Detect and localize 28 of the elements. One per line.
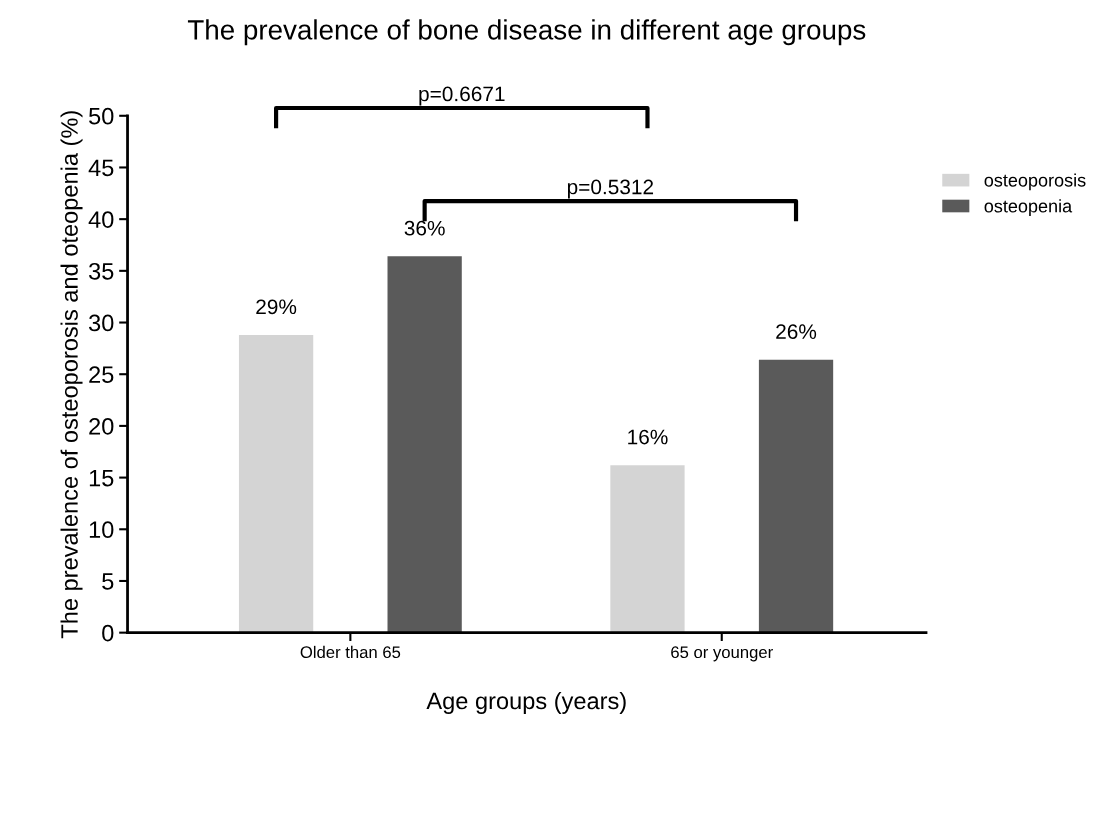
text: p=0.6671	[419, 86, 505, 106]
bar	[238, 334, 314, 633]
bar	[758, 359, 834, 633]
data-label: 36%	[404, 220, 445, 236]
y-axis-title: The prevalence of osteoporosis and oteopenia (%)	[60, 111, 83, 639]
data-label: 29%	[256, 299, 297, 315]
y-tick-label: 10	[89, 521, 114, 539]
bar	[610, 465, 685, 633]
legend-label: osteopenia	[984, 199, 1073, 217]
bar	[387, 256, 462, 633]
y-tick-label: 45	[88, 159, 114, 177]
y-tick-label: 35	[88, 262, 114, 280]
annotation: p=0.5312	[567, 179, 654, 199]
y-tick-label: 25	[89, 366, 114, 384]
y-tick-label: 15	[89, 469, 114, 487]
x-axis-title: Age groups (years)	[426, 691, 626, 714]
x-tick-label: Older than 65	[300, 645, 401, 659]
y-tick-label: 30	[88, 314, 114, 332]
y-tick-label: 40	[88, 211, 114, 228]
x-tick-label: 65 or younger	[671, 646, 773, 662]
data-label: 16%	[628, 429, 668, 445]
chart-title: The prevalence of bone disease in different age groups	[187, 19, 866, 46]
y-tick-label: 5	[102, 573, 114, 590]
legend-label: osteoporosis	[984, 173, 1086, 191]
y-tick-label: 0	[102, 624, 114, 642]
y-tick-label: 50	[89, 107, 114, 125]
data-label: 26%	[776, 324, 817, 339]
y-tick-label: 20	[89, 417, 114, 435]
